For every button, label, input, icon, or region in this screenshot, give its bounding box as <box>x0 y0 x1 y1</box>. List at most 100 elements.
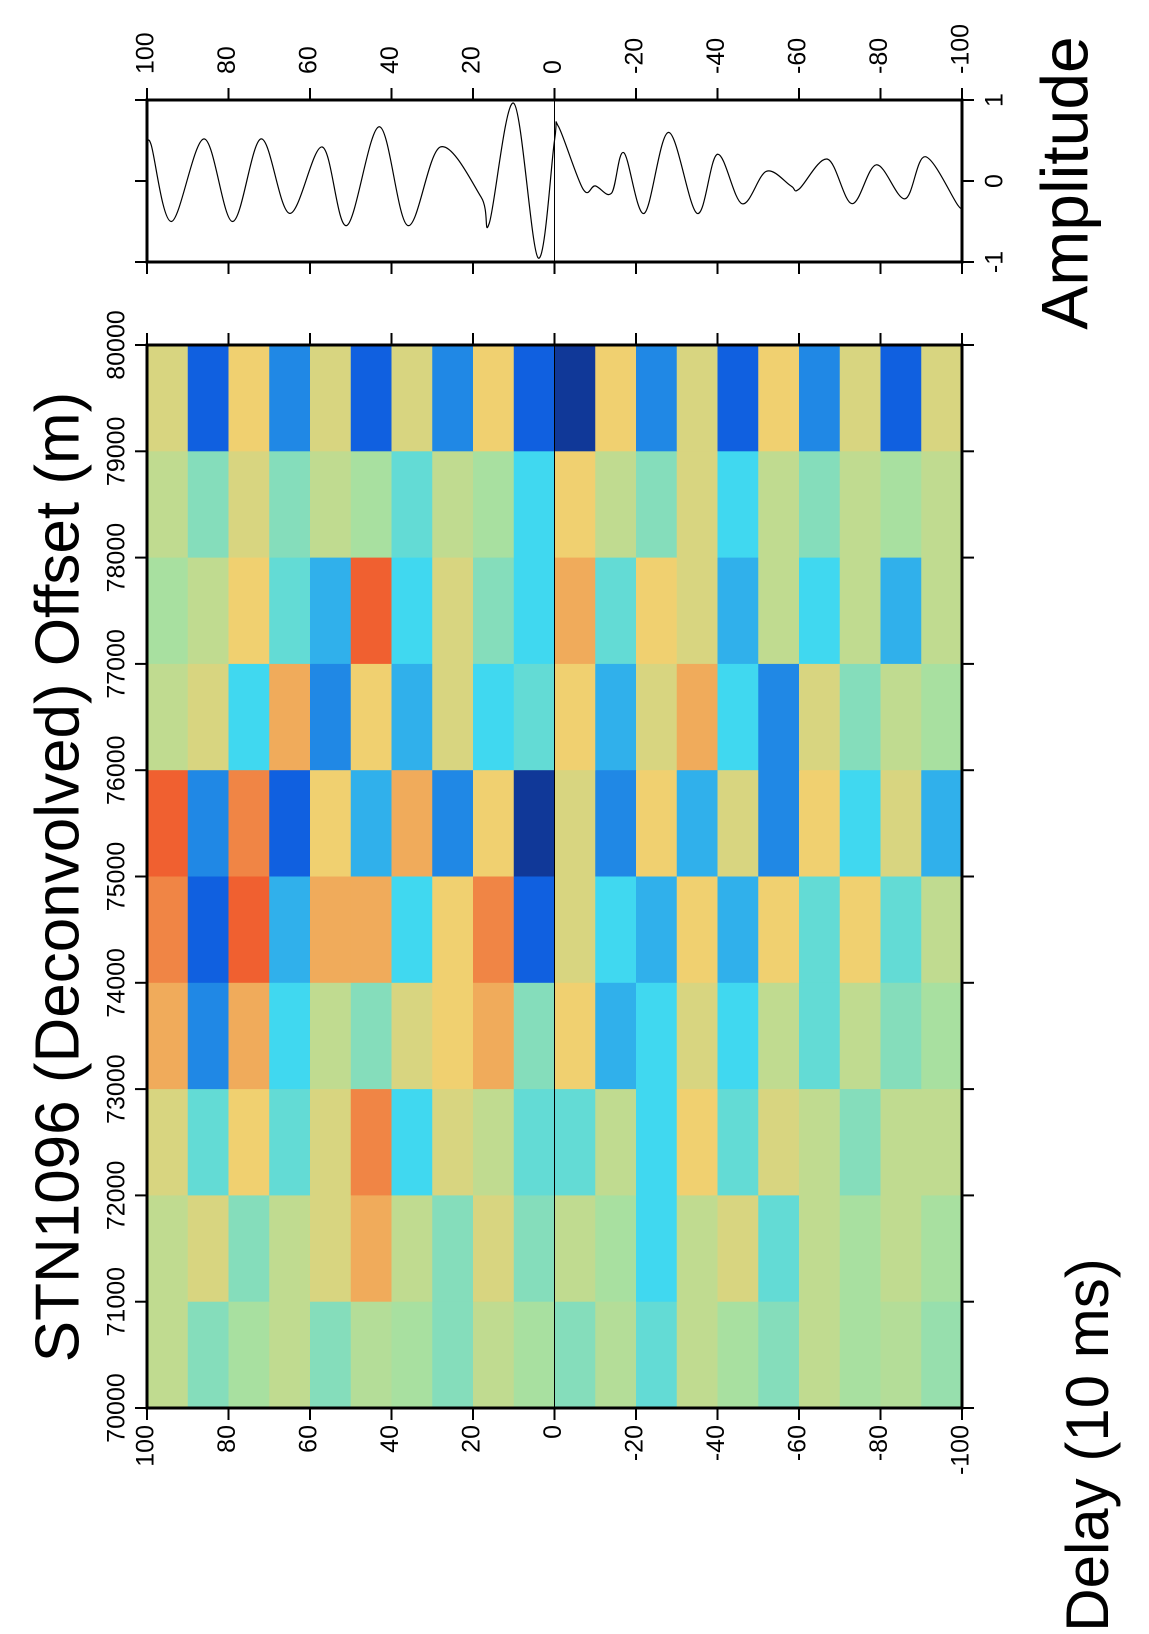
heatmap-cell <box>310 1301 352 1408</box>
heatmap-cell <box>554 1301 596 1408</box>
delay-tick-label: 100 <box>132 32 160 74</box>
heatmap-cell <box>676 982 718 1090</box>
heatmap-cell <box>350 1194 392 1302</box>
heatmap-cell <box>269 875 311 983</box>
heatmap-cell <box>921 1194 963 1302</box>
heatmap-cell <box>432 1194 474 1302</box>
heatmap-cell <box>228 1194 270 1302</box>
heatmap-cell <box>391 663 433 771</box>
delay-tick-label: -100 <box>947 24 975 74</box>
heatmap-cell <box>228 1088 270 1196</box>
heatmap-cell <box>921 1088 963 1196</box>
heatmap-cell <box>921 1301 963 1408</box>
x-tick-label: 75000 <box>103 842 131 912</box>
heatmap-cell <box>676 1194 718 1302</box>
heatmap-cell <box>350 769 392 877</box>
heatmap-cell <box>676 663 718 771</box>
heatmap-cell <box>473 557 515 664</box>
x-tick-label: 79000 <box>103 417 131 487</box>
heatmap-cell <box>880 1088 922 1196</box>
heatmap-cell <box>147 663 189 771</box>
heatmap-cell <box>636 1301 678 1408</box>
delay-tick-label: -40 <box>702 38 730 74</box>
heatmap-cell <box>391 1194 433 1302</box>
y-tick-label: -100 <box>947 1425 975 1475</box>
x-tick-label: 76000 <box>103 735 131 805</box>
heatmap-cell <box>554 450 596 558</box>
heatmap-cell <box>513 1301 555 1408</box>
heatmap-cell <box>758 1088 800 1196</box>
heatmap-cell <box>839 769 881 877</box>
heatmap-cell <box>799 982 841 1090</box>
delay-tick-label: -60 <box>784 38 812 74</box>
amplitude-tick-label: -1 <box>981 251 1009 273</box>
delay-tick-label: -20 <box>621 38 649 74</box>
heatmap-cell <box>147 1088 189 1196</box>
y-tick-label: 0 <box>539 1425 567 1439</box>
heatmap-cell <box>921 663 963 771</box>
heatmap-cell <box>187 769 229 877</box>
heatmap-cell <box>676 557 718 664</box>
heatmap-cell <box>758 769 800 877</box>
heatmap-cell <box>636 1088 678 1196</box>
heatmap-cell <box>595 450 637 558</box>
heatmap-cell <box>595 344 637 452</box>
y-axis-title: Delay (10 ms) <box>1054 1258 1121 1631</box>
heatmap-cell <box>187 1088 229 1196</box>
heatmap-cell <box>228 1301 270 1408</box>
heatmap-cell <box>391 450 433 558</box>
heatmap-cell <box>473 450 515 558</box>
heatmap-cell <box>554 982 596 1090</box>
delay-tick-label: -80 <box>865 38 893 74</box>
heatmap-cell <box>147 875 189 983</box>
heatmap-cell <box>839 450 881 558</box>
heatmap-cell <box>147 557 189 664</box>
heatmap-cell <box>473 875 515 983</box>
heatmap-cell <box>187 450 229 558</box>
heatmap-cell <box>921 344 963 452</box>
heatmap-cell <box>799 450 841 558</box>
heatmap-cell <box>350 344 392 452</box>
heatmap-cell <box>758 875 800 983</box>
heatmap-cell <box>350 557 392 664</box>
heatmap-cell <box>310 1088 352 1196</box>
heatmap-cell <box>473 663 515 771</box>
heatmap-cell <box>350 1301 392 1408</box>
heatmap-cell <box>880 663 922 771</box>
heatmap-cell <box>921 982 963 1090</box>
delay-tick-label: 0 <box>539 60 567 74</box>
heatmap-cell <box>147 1301 189 1408</box>
heatmap-cell <box>432 1088 474 1196</box>
heatmap-cell <box>799 557 841 664</box>
heatmap-cell <box>717 769 759 877</box>
heatmap-cell <box>554 875 596 983</box>
heatmap-cell <box>513 663 555 771</box>
amplitude-tick-label: 0 <box>981 174 1009 188</box>
heatmap-cell <box>513 1088 555 1196</box>
heatmap-cell <box>799 344 841 452</box>
heatmap-cell <box>147 982 189 1090</box>
heatmap-cell <box>717 875 759 983</box>
heatmap-cell <box>676 1301 718 1408</box>
heatmap-cell <box>717 1194 759 1302</box>
heatmap-cell <box>799 1301 841 1408</box>
heatmap-cell <box>147 344 189 452</box>
x-tick-label: 78000 <box>103 523 131 593</box>
heatmap-cell <box>636 557 678 664</box>
heatmap-cell <box>391 982 433 1090</box>
heatmap-cell <box>636 875 678 983</box>
y-tick-label: -60 <box>784 1425 812 1461</box>
heatmap-cell <box>350 663 392 771</box>
heatmap-cell <box>554 1194 596 1302</box>
delay-tick-label: 60 <box>295 46 323 74</box>
heatmap-cell <box>758 663 800 771</box>
heatmap-cell <box>839 1088 881 1196</box>
heatmap-cell <box>595 663 637 771</box>
heatmap-cell <box>595 875 637 983</box>
heatmap-cell <box>269 1301 311 1408</box>
heatmap-cell <box>391 769 433 877</box>
heatmap-cell <box>717 982 759 1090</box>
heatmap-cell <box>269 1194 311 1302</box>
heatmap-cell <box>513 450 555 558</box>
